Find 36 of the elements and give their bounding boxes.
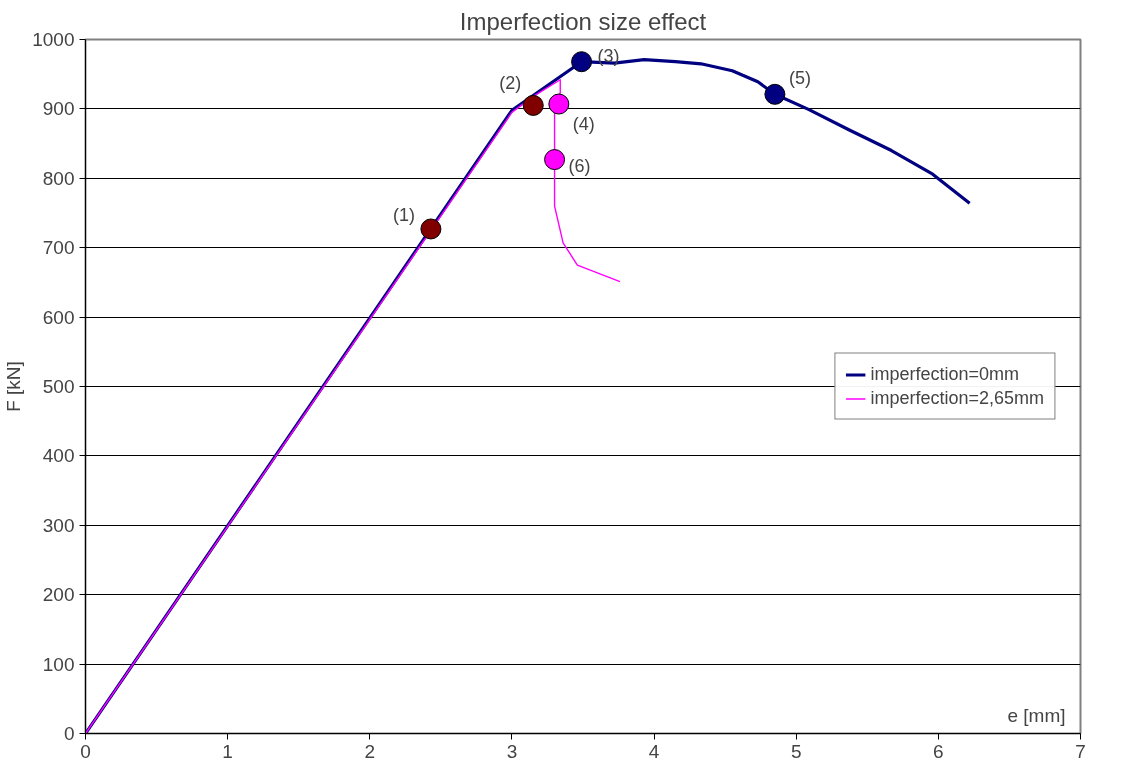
y-tick-label: 900 [42,98,75,120]
point [420,218,442,240]
annotation: (5) [788,68,811,89]
y-tick-label: 800 [42,167,75,189]
y-tick-label: 600 [42,306,75,328]
x-tick-label: 1 [222,740,233,762]
y-tick-label: 100 [42,653,75,675]
annotation: (4) [572,114,595,135]
y-tick-label: 0 [63,723,75,744]
annotation: (2) [499,73,522,94]
x-axis-title: e [mm] [1007,704,1066,726]
y-tick-label: 700 [42,237,75,259]
x-tick-label: 4 [648,740,660,762]
annotation: (6) [568,155,591,176]
y-tick-label: 200 [42,584,75,606]
point [571,51,593,73]
annotation: (3) [597,45,620,66]
x-tick-label: 5 [790,740,802,762]
x-tick-label: 3 [506,740,518,762]
y-tick-label: 1000 [32,29,75,50]
chart-title: Imperfection size effect [459,7,707,35]
annotation: (1) [392,204,415,225]
point [544,149,566,171]
point [764,83,786,105]
legend-label: imperfection=0mm [870,363,1019,385]
x-tick-label: 6 [933,740,944,762]
x-tick-label: 0 [80,740,91,762]
point [522,94,544,116]
x-tick-label: 2 [364,740,376,762]
y-tick-label: 500 [42,376,75,397]
point [548,93,570,115]
y-tick-label: 300 [42,514,75,536]
legend-label: imperfection=2,65mm [870,387,1044,409]
y-axis-title: F [kN] [3,361,25,412]
y-tick-label: 400 [42,445,75,467]
x-tick-label: 7 [1075,740,1086,762]
